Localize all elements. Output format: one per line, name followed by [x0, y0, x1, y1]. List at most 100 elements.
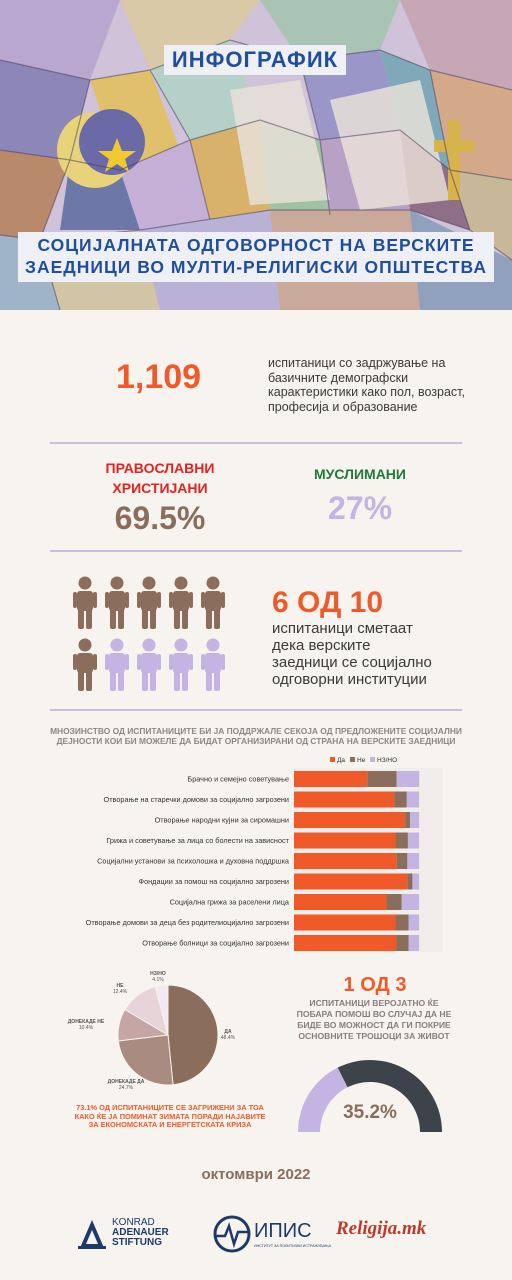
- donut-segment-rest: [337, 1060, 442, 1132]
- person-icon: [137, 576, 161, 629]
- pie-slice: [154, 984, 169, 1036]
- bar-segment: [294, 832, 396, 849]
- pie-slice-label: ДОНЕКАДЕ НЕ: [68, 1019, 105, 1025]
- infographic-label: ИНФОГРАФИК: [164, 45, 346, 75]
- bar-segment: [294, 914, 396, 931]
- people-icon-grid: [73, 576, 225, 691]
- bar-segment: [410, 812, 420, 828]
- bar-segment: [367, 771, 397, 787]
- bar-segment: [407, 853, 420, 869]
- legend-swatch: [370, 757, 375, 762]
- bar-segment: [294, 894, 387, 910]
- bar-chart: Да Не НЗ/НО Брачно и семејно советување Отв…: [86, 757, 443, 952]
- stained-glass-background: [0, 0, 512, 310]
- ipis-logo: ИПИС ИНСТИТУТ ЗА ПОЛИТИЧКИ ИСТРАЖУВАЊА: [212, 1214, 331, 1259]
- bar-category-label: Социјални установи за психолошка и духов…: [97, 857, 290, 866]
- respondents-count: 1,109: [116, 358, 202, 396]
- legend-item: Да: [330, 757, 345, 764]
- pie-slice-label: ДА: [224, 1029, 232, 1035]
- one-of-three-text: ИСПИТАНИЦИ ВЕРОЈАТНО ЌЕ ПОБАРА ПОМОШ ВО …: [296, 998, 452, 1041]
- bar-segment: [401, 894, 420, 910]
- muslim-value: 27%: [327, 490, 393, 526]
- bar-row: Отворање болници за социјално загрозени: [142, 935, 420, 951]
- muslim-label: МУСЛИМАНИ: [314, 466, 406, 482]
- ipis-logo-text: ИПИС: [254, 1220, 312, 1242]
- bar-category-label: Брачно и семејно советување: [187, 775, 289, 784]
- bar-row: Фондации за помош на социјално загрозени: [139, 873, 420, 890]
- legend-swatch: [330, 757, 335, 762]
- legend-item: НЗ/НО: [370, 757, 397, 764]
- bar-category-label: Отворање на старечки домови за социјално…: [104, 795, 289, 804]
- bar-segment: [294, 853, 397, 869]
- bar-segment: [395, 832, 408, 849]
- pie-slice-label: ДОНЕКАДЕ ДА: [108, 1079, 145, 1085]
- orthodox-value: 69.5%: [114, 500, 206, 536]
- pie-slice-value: 4.1%: [152, 977, 164, 983]
- bar-segment: [396, 853, 408, 869]
- person-icon: [201, 576, 225, 629]
- one-of-three-headline: 1 ОД 3: [343, 974, 407, 996]
- bar-segment: [294, 935, 397, 951]
- bar-segment: [405, 812, 411, 828]
- six-of-ten-line-3: заедници се социјално: [272, 654, 432, 671]
- page-title: СОЦИЈАЛНАТА ОДГОВОРНОСТ НА ВЕРСКИТЕ ЗАЕД…: [18, 232, 494, 282]
- bar-segment: [396, 771, 420, 787]
- divider-1: [50, 442, 462, 444]
- ipis-logo-mark: [213, 1215, 251, 1253]
- person-icon: [73, 638, 97, 691]
- hero-illustration: [0, 0, 512, 310]
- pie-slice-value: 24.7%: [119, 1085, 134, 1091]
- bar-row: Брачно и семејно советување: [187, 771, 420, 787]
- legend-swatch: [350, 757, 355, 762]
- kas-logo-mark: [78, 1220, 106, 1249]
- bar-row: Отворање на старечки домови за социјално…: [104, 791, 420, 808]
- bar-category-label: Социјална грижа за раселени лица: [170, 898, 290, 907]
- six-of-ten-line-2: дека верските: [272, 637, 371, 654]
- bar-category-label: Фондации за помош на социјално загрозени: [139, 877, 289, 886]
- bar-row: Отворање домови за деца без родителиоциј…: [86, 914, 420, 931]
- pie-slice-value: 12.4%: [113, 989, 128, 995]
- bar-chart-title: МНОЗИНСТВО ОД ИСПИТАНИЦИТЕ БИ ЈА ПОДДРЖА…: [50, 726, 462, 746]
- kas-line-3: STIFTUNG: [112, 1237, 162, 1248]
- bar-segment: [412, 873, 420, 890]
- bar-category-label: Отворање болници за социјално загрозени: [142, 939, 289, 948]
- legend-label: Не: [357, 757, 366, 764]
- bar-segment: [395, 914, 409, 931]
- bar-segment: [407, 832, 420, 849]
- title-line-1: СОЦИЈАЛНАТА ОДГОВОРНОСТ НА ВЕРСКИТЕ: [37, 235, 475, 255]
- person-icon: [201, 638, 225, 691]
- six-of-ten-line-4: одговорни институции: [272, 671, 427, 688]
- kas-line-2: ADENAUER: [112, 1227, 169, 1238]
- legend-label: Да: [337, 757, 345, 764]
- pie-slice-value: 48.4%: [221, 1035, 236, 1041]
- pie-slice-label: НЕ: [117, 983, 125, 989]
- bar-segment: [294, 812, 406, 828]
- pie-caption: 73.1% ОД ИСПИТАНИЦИТЕ СЕ ЗАГРИЖЕНИ ЗА ТО…: [74, 1103, 266, 1130]
- title-line-2: ЗАЕДНИЦИ ВО МУЛТИ-РЕЛИГИСКИ ОПШТЕСТВА: [25, 257, 487, 277]
- donut-segment-value: [298, 1067, 348, 1132]
- bar-segment: [294, 771, 368, 787]
- kas-line-1: KONRAD: [112, 1217, 155, 1228]
- kas-logo: KONRAD ADENAUER STIFTUNG: [78, 1218, 169, 1255]
- six-of-ten-text: испитаници сметаат дека верските заедниц…: [272, 620, 472, 688]
- bar-row: Отворање народни кујни за сиромашни: [155, 812, 420, 828]
- bar-category-label: Грижа и советување за лица со болести на…: [106, 836, 289, 845]
- bar-segment: [406, 791, 420, 808]
- bar-segment: [408, 914, 420, 931]
- bar-segment: [386, 894, 402, 910]
- donut-value: 35.2%: [343, 1102, 397, 1123]
- orthodox-label-line-2: ХРИСТИЈАНИ: [112, 480, 208, 496]
- six-of-ten-line-1: испитаници сметаат: [272, 620, 413, 637]
- bar-segment: [396, 935, 409, 951]
- pie-slice-value: 10.4%: [79, 1025, 94, 1031]
- bar-segment: [294, 791, 395, 808]
- divider-2: [50, 550, 462, 552]
- person-icon: [105, 576, 129, 629]
- bar-row: Социјална грижа за раселени лица: [170, 894, 420, 910]
- bar-category-label: Отворање домови за деца без родителиоциј…: [86, 918, 289, 927]
- divider-3: [50, 709, 462, 711]
- bar-category-label: Отворање народни кујни за сиромашни: [155, 816, 289, 825]
- bar-segment: [294, 873, 408, 890]
- person-icon: [137, 638, 161, 691]
